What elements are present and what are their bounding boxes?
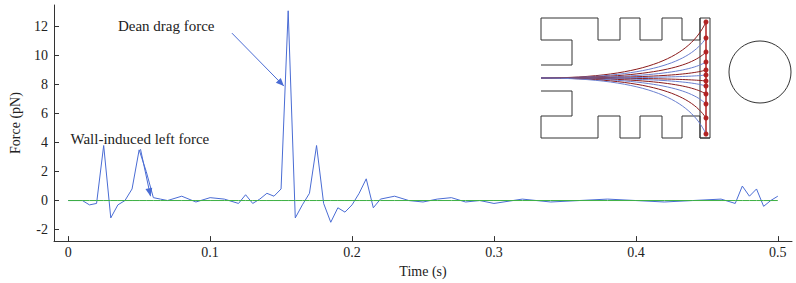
svg-text:-2: -2 [36,222,48,237]
svg-text:2: 2 [41,164,48,179]
svg-text:Force (pN): Force (pN) [8,92,24,154]
svg-text:0.2: 0.2 [343,245,361,260]
svg-text:0.4: 0.4 [627,245,645,260]
svg-text:0: 0 [65,245,72,260]
svg-text:Time (s): Time (s) [399,264,447,280]
svg-text:Dean drag force: Dean drag force [118,18,215,34]
svg-text:0.5: 0.5 [769,245,787,260]
svg-text:8: 8 [41,77,48,92]
svg-text:6: 6 [41,106,48,121]
svg-text:10: 10 [34,48,48,63]
svg-text:0.3: 0.3 [485,245,503,260]
svg-text:Wall-induced left force: Wall-induced left force [71,131,210,147]
svg-text:0: 0 [41,193,48,208]
svg-text:12: 12 [34,19,48,34]
svg-text:0.1: 0.1 [201,245,219,260]
svg-text:4: 4 [41,135,48,150]
